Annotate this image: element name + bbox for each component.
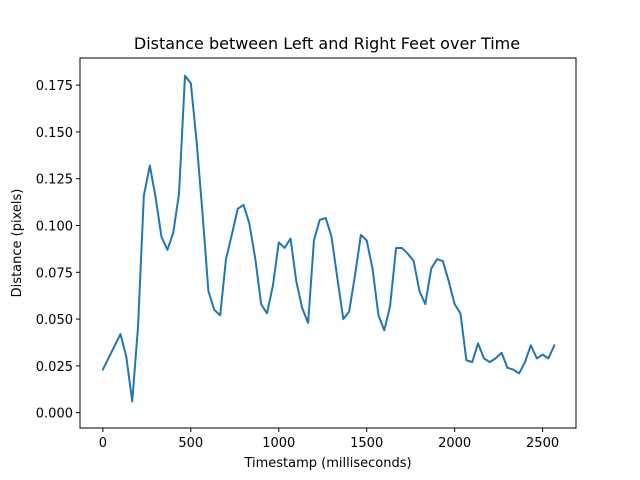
y-axis-label: Distance (pixels) [10,189,25,298]
y-tick-label: 0.025 [36,360,73,375]
y-axis-ticks: 0.000 0.025 0.050 0.075 0.100 0.125 0.150 0.175 [36,79,80,422]
x-tick-label: 0 [99,436,107,451]
y-tick-label: 0.150 [36,126,73,141]
y-tick-label: 0.175 [36,79,73,94]
y-tick-label: 0.075 [36,266,73,281]
plot-area [101,74,556,403]
x-tick-label: 500 [178,436,203,451]
x-tick-label: 1500 [350,436,383,451]
chart-title: Distance between Left and Right Feet ove… [134,34,520,53]
y-tick-label: 0.100 [36,220,73,235]
y-tick-label: 0.000 [36,407,73,422]
x-tick-label: 2500 [526,436,559,451]
axes-frame [79,57,577,429]
x-tick-label: 1000 [262,436,295,451]
x-axis-label: Timestamp (milliseconds) [243,456,411,471]
series-line-0 [101,74,556,403]
x-axis-ticks: 0 500 1000 1500 2000 2500 [99,428,559,451]
y-tick-label: 0.125 [36,173,73,188]
y-tick-label: 0.050 [36,313,73,328]
x-tick-label: 2000 [438,436,471,451]
